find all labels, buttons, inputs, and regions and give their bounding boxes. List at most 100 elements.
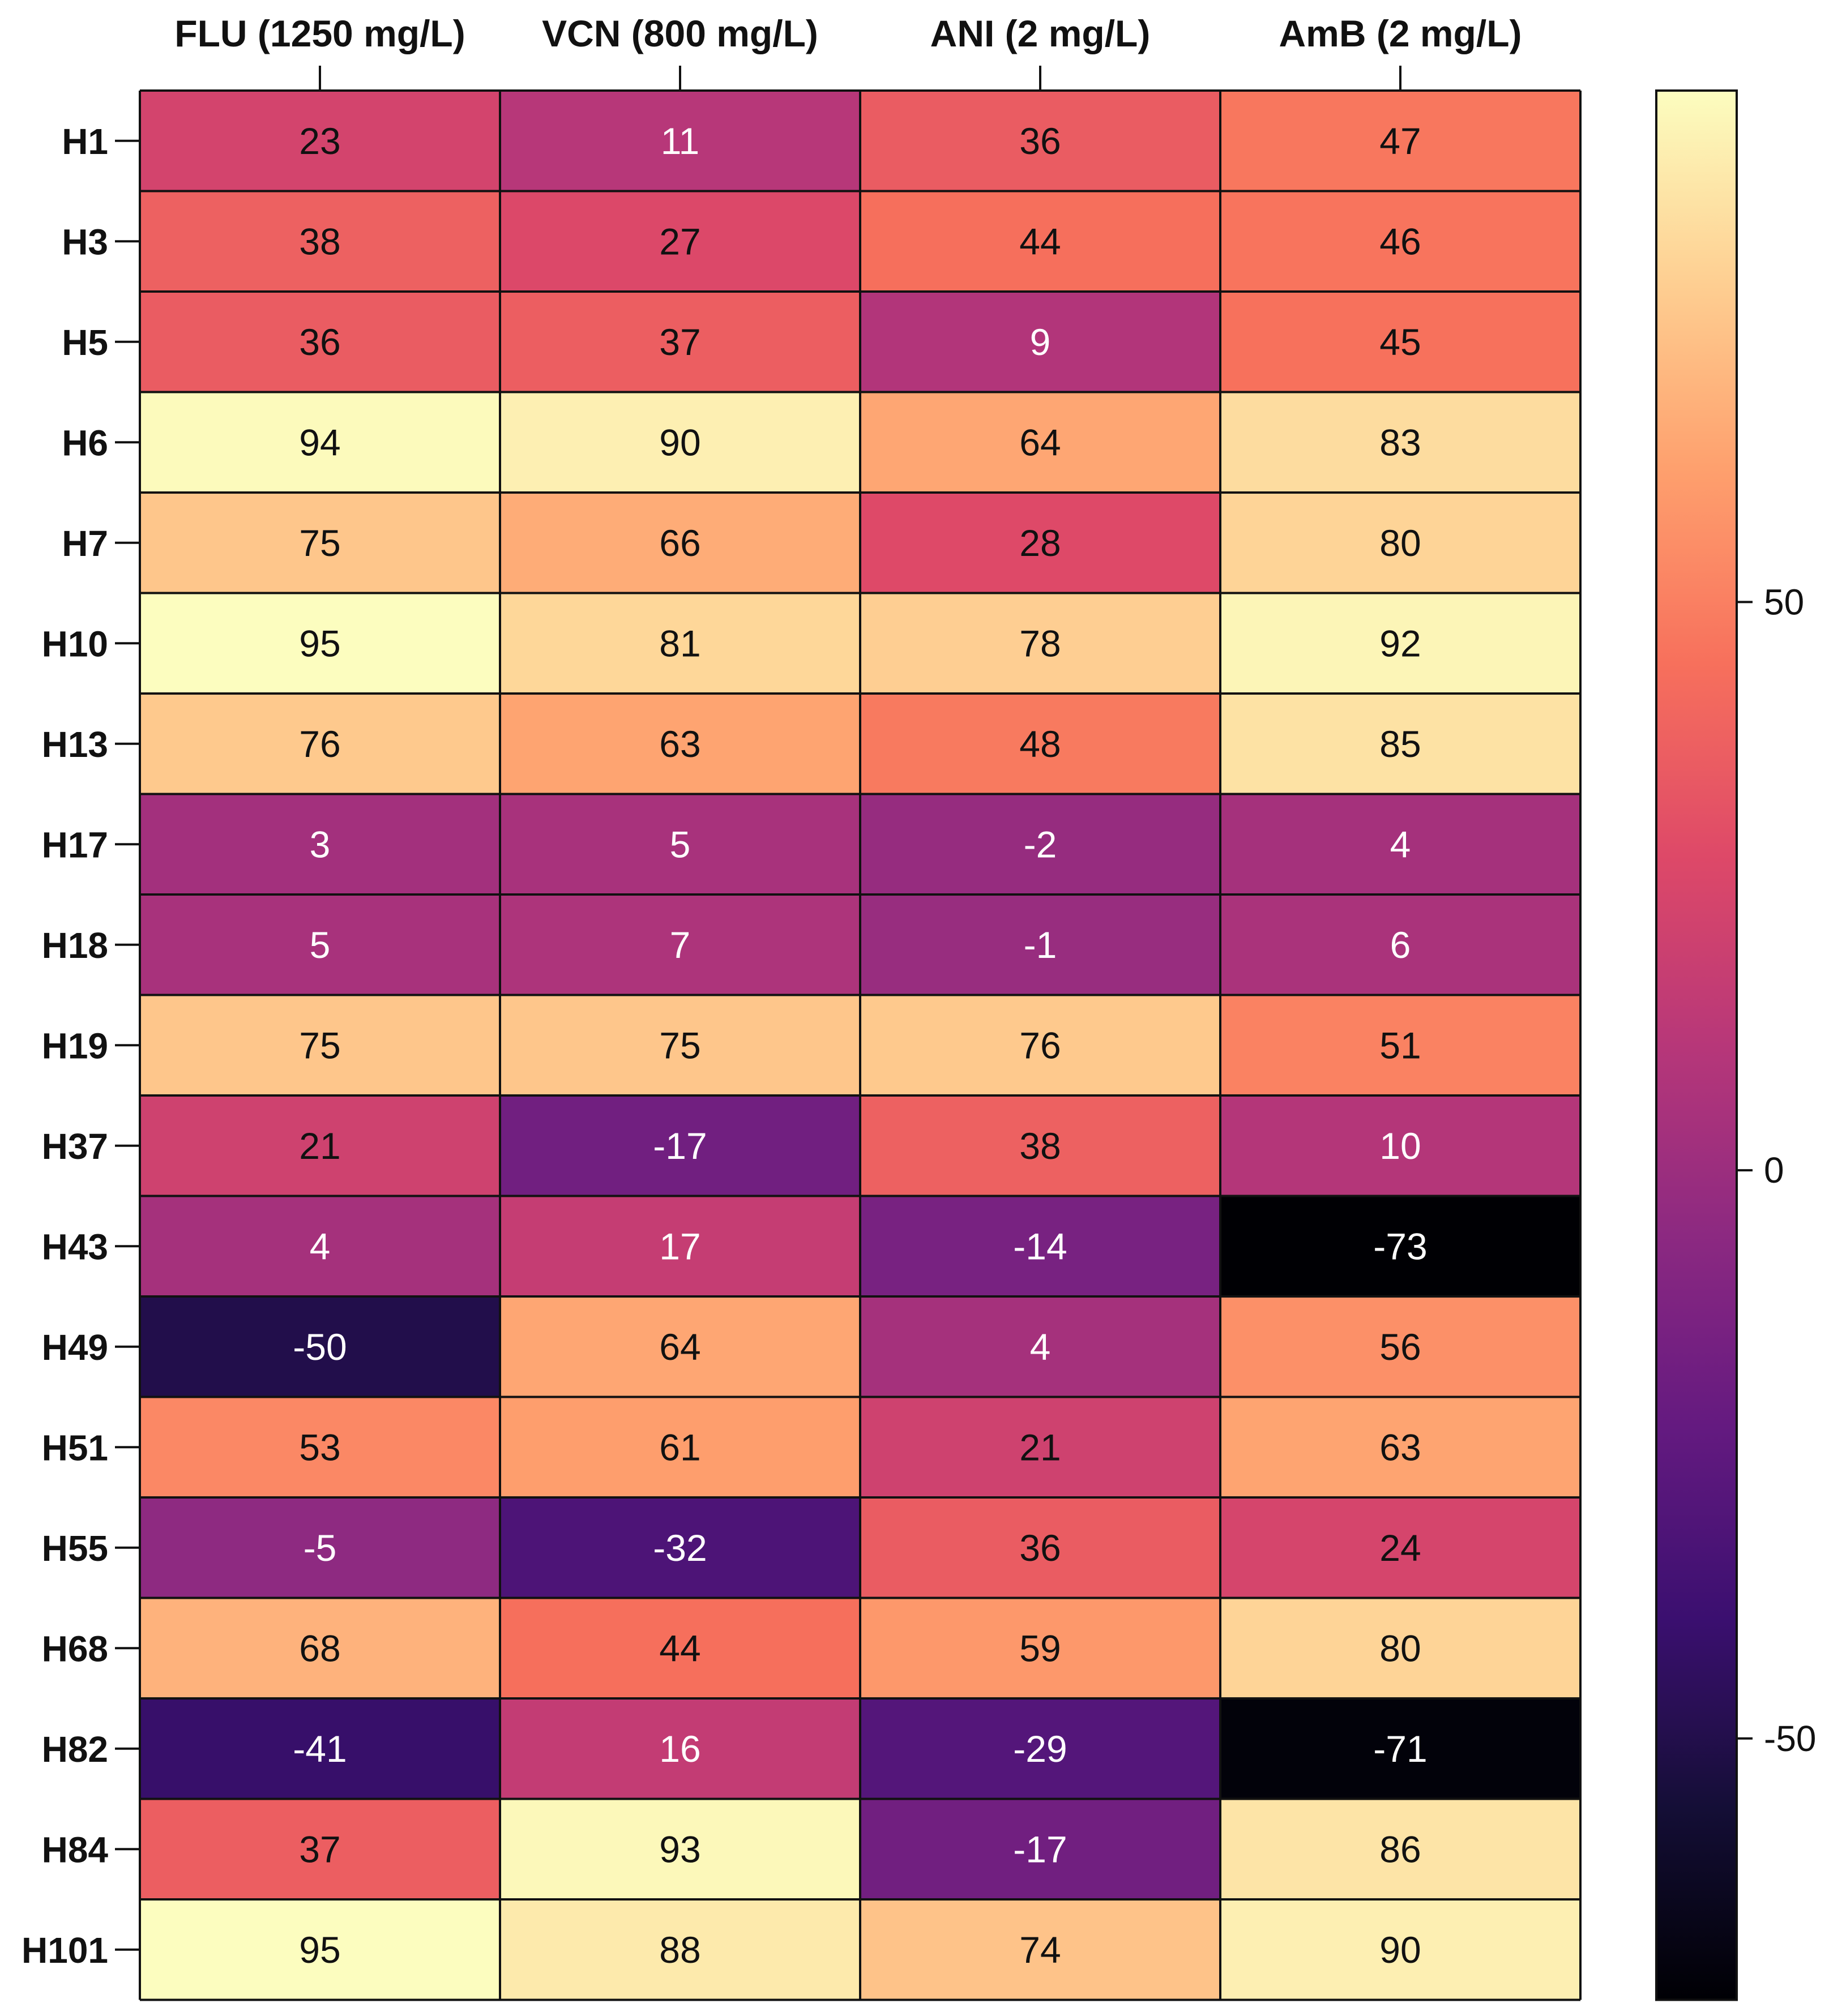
- heatmap-cell: [1220, 1497, 1580, 1598]
- heatmap-cell: [140, 1799, 500, 1899]
- row-label: H84: [42, 1829, 109, 1870]
- heatmap-cell: [860, 995, 1220, 1095]
- cell-grid-lines: [139, 89, 1582, 2001]
- heatmap-cell: [500, 794, 860, 894]
- row-label: H1: [62, 121, 108, 162]
- heatmap-cell: [860, 1497, 1220, 1598]
- colorbar-tick-label: 0: [1764, 1150, 1784, 1191]
- cell-value-label: 36: [1019, 120, 1061, 162]
- heatmap-cell: [1220, 1397, 1580, 1497]
- heatmap-cell: [500, 292, 860, 392]
- heatmap-cell: [860, 1196, 1220, 1296]
- heatmap-cell: [1220, 694, 1580, 794]
- heatmap-cell: [140, 392, 500, 493]
- cell-value-label: 38: [299, 220, 340, 262]
- row-label: H51: [42, 1427, 108, 1468]
- cell-value-label: 37: [299, 1828, 340, 1870]
- cell-value-label: 75: [659, 1024, 700, 1066]
- cell-value-label: 75: [299, 1024, 340, 1066]
- heatmap-cell: [860, 1799, 1220, 1899]
- heatmap-cell: [140, 1296, 500, 1397]
- heatmap-cell: [500, 593, 860, 694]
- heatmap-cell: [1220, 1296, 1580, 1397]
- heatmap-cell: [860, 794, 1220, 894]
- heatmap-cell: [1220, 1196, 1580, 1296]
- cell-value-label: 75: [299, 522, 340, 564]
- cell-value-label: 56: [1379, 1326, 1421, 1368]
- heatmap-cell: [1220, 191, 1580, 292]
- row-label: H68: [42, 1628, 108, 1669]
- heatmap-cell: [500, 1899, 860, 2000]
- heatmap-cell: [500, 894, 860, 995]
- cell-value-label: 23: [299, 120, 340, 162]
- cell-value-label: 4: [310, 1225, 331, 1267]
- heatmap-cell: [860, 593, 1220, 694]
- column-label: ANI (2 mg/L): [930, 12, 1151, 54]
- cell-value-label: -1: [1024, 924, 1057, 966]
- heatmap-cell: [500, 995, 860, 1095]
- heatmap-cell: [860, 1296, 1220, 1397]
- cell-value-label: 88: [659, 1929, 700, 1971]
- cell-value-label: 53: [299, 1426, 340, 1468]
- cell-value-label: 28: [1019, 522, 1061, 564]
- cell-value-label: -5: [304, 1527, 337, 1569]
- row-label: H3: [62, 221, 108, 262]
- cell-value-label: -2: [1024, 823, 1057, 865]
- colorbar-gradient: [1655, 89, 1738, 2001]
- cell-value-label: 74: [1019, 1929, 1061, 1971]
- heatmap-cell: [1220, 1598, 1580, 1698]
- cell-value-label: 5: [670, 823, 691, 865]
- cell-value-label: 78: [1019, 622, 1061, 664]
- row-label: H49: [42, 1327, 108, 1368]
- cell-value-label: 37: [659, 321, 700, 363]
- cell-value-label: 7: [670, 924, 691, 966]
- heatmap-cell: [860, 1397, 1220, 1497]
- heatmap-cell: [1220, 794, 1580, 894]
- heatmap-cell: [140, 1899, 500, 2000]
- cell-value-label: 80: [1379, 522, 1421, 564]
- heatmap-cell: [860, 694, 1220, 794]
- cell-value-label: 6: [1390, 924, 1411, 966]
- heatmap-cell: [1220, 1698, 1580, 1799]
- heatmap-cell: [860, 392, 1220, 493]
- cell-value-label: 66: [659, 522, 700, 564]
- heatmap-cell: [500, 191, 860, 292]
- heatmap-cell: [140, 91, 500, 191]
- cell-value-label: -14: [1013, 1225, 1067, 1267]
- heatmap-cell: [140, 1095, 500, 1196]
- heatmap-cell: [860, 493, 1220, 593]
- heatmap-cell: [500, 493, 860, 593]
- cell-value-label: -71: [1373, 1728, 1427, 1770]
- cell-value-label: 4: [1390, 823, 1411, 865]
- heatmap-cell: [140, 593, 500, 694]
- column-label: FLU (1250 mg/L): [174, 12, 465, 54]
- row-label: H7: [62, 523, 108, 564]
- heatmap-cell: [860, 1598, 1220, 1698]
- cell-value-label: -50: [293, 1326, 347, 1368]
- cell-value-label: -73: [1373, 1225, 1427, 1267]
- heatmap-cell: [500, 91, 860, 191]
- heatmap-cell: [500, 1095, 860, 1196]
- cell-value-label: 17: [659, 1225, 700, 1267]
- cell-value-label: -17: [1013, 1828, 1067, 1870]
- cell-value-label: 94: [299, 421, 340, 463]
- heatmap-cell: [860, 91, 1220, 191]
- cell-value-label: 21: [1019, 1426, 1061, 1468]
- cell-value-label: 76: [1019, 1024, 1061, 1066]
- heatmap-cell: [140, 1598, 500, 1698]
- cell-value-label: 95: [299, 622, 340, 664]
- cell-value-label: 48: [1019, 723, 1061, 765]
- row-label: H19: [42, 1025, 108, 1066]
- cell-value-label: 10: [1379, 1125, 1421, 1167]
- heatmap-cell: [860, 191, 1220, 292]
- heatmap-cell: [1220, 995, 1580, 1095]
- cell-value-label: 95: [299, 1929, 340, 1971]
- heatmap-cell: [500, 1799, 860, 1899]
- row-label: H10: [42, 623, 108, 664]
- heatmap-cell: [860, 1095, 1220, 1196]
- heatmap-cell: [140, 1196, 500, 1296]
- cell-value-label: 76: [299, 723, 340, 765]
- heatmap-cell: [140, 694, 500, 794]
